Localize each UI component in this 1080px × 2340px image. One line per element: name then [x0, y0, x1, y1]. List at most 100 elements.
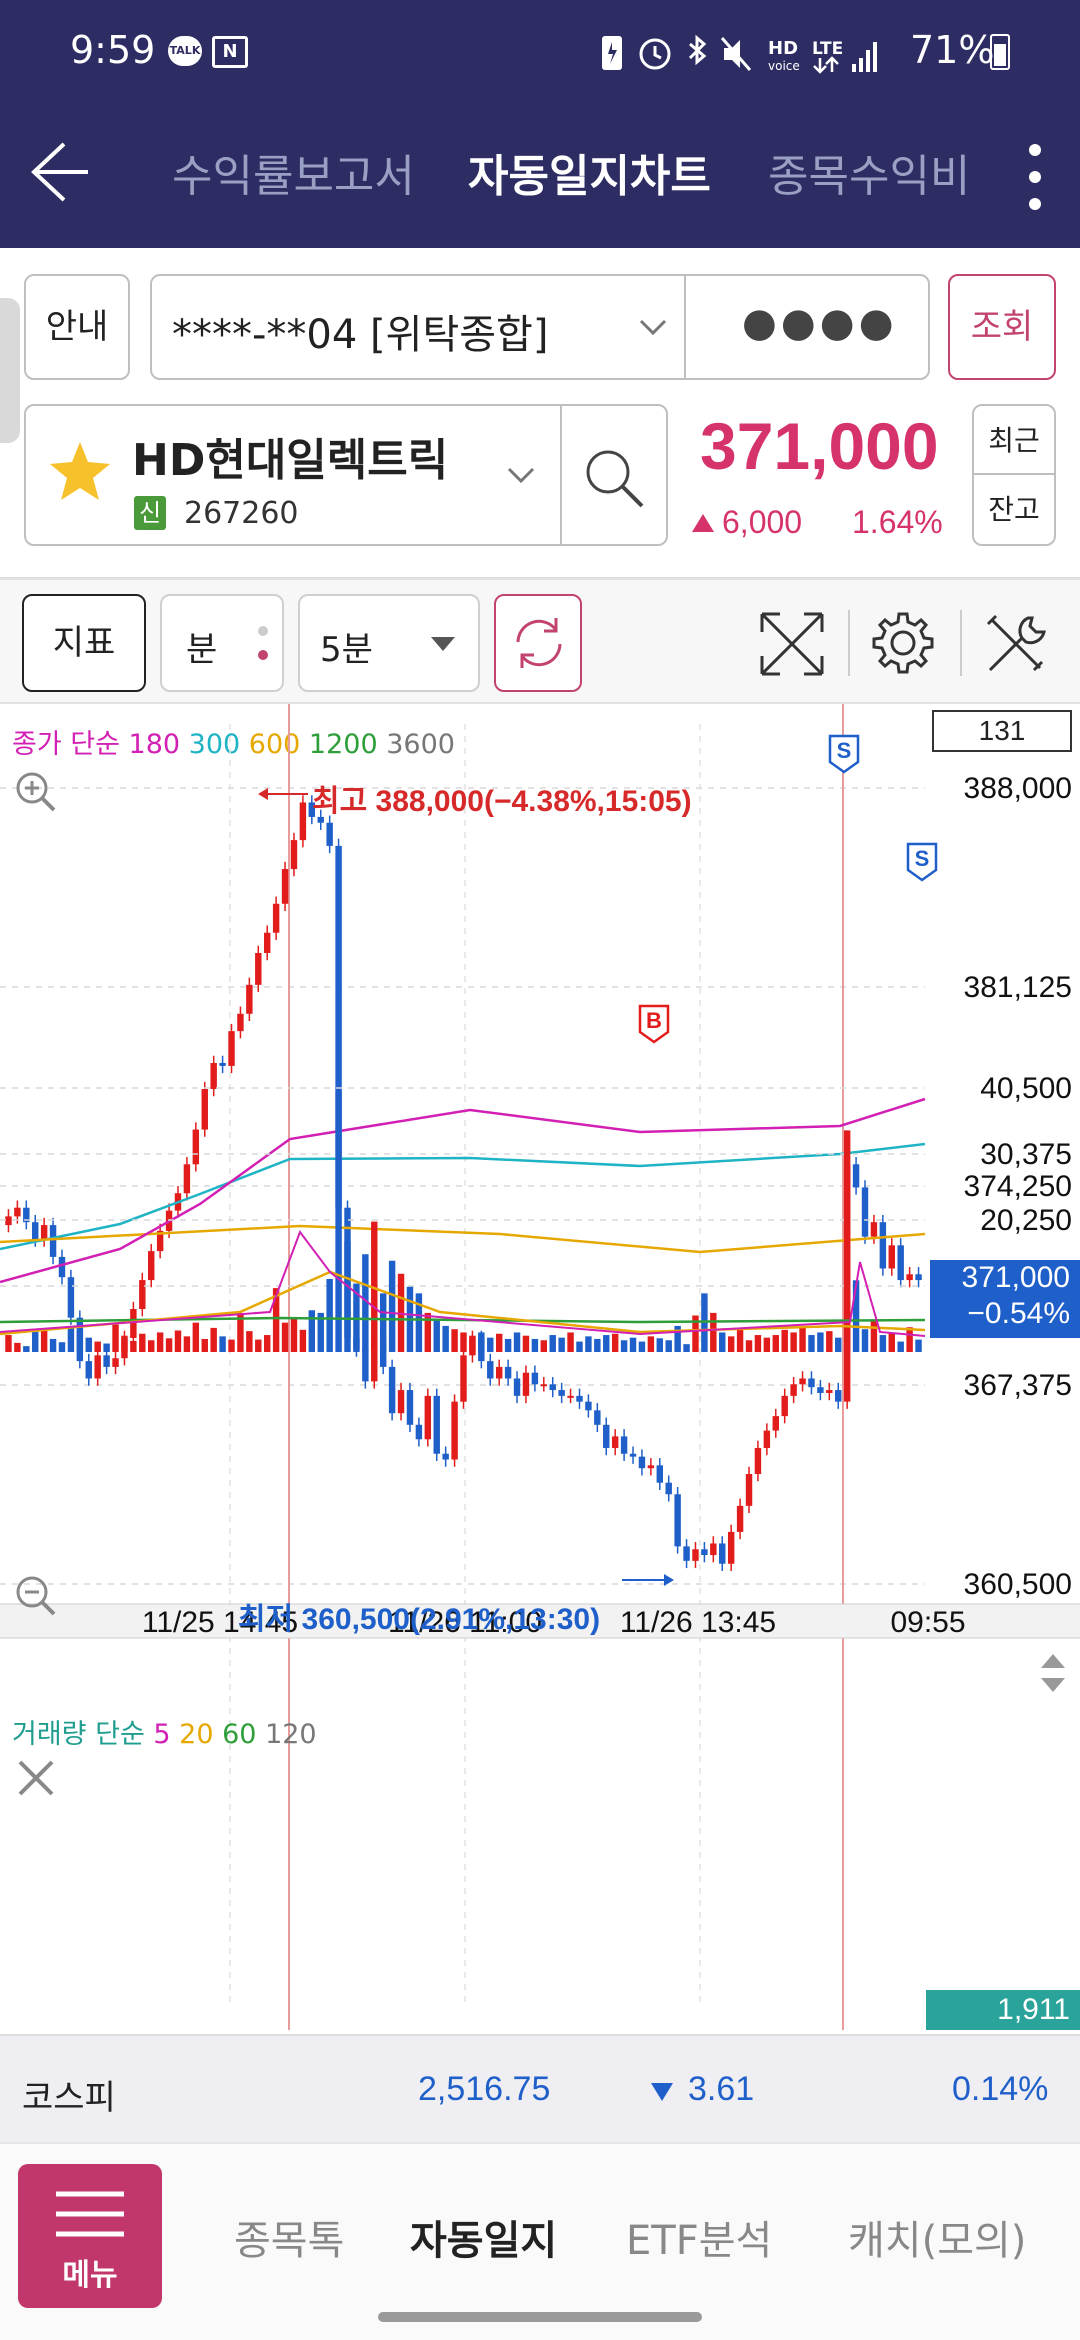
price-axis-tick: 388,000	[964, 772, 1072, 805]
chart-area[interactable]: 종가 단순 180 300 600 1200 3600 131 388,000 3…	[0, 704, 1080, 2034]
price-change-percent: 1.64%	[852, 504, 943, 540]
zoom-in-icon[interactable]	[14, 770, 58, 814]
star-favorite-icon[interactable]	[48, 440, 112, 502]
price-volume-chart: 388,000 381,125 374,250 367,375 360,500 11/25…	[0, 704, 1080, 2030]
candle-body	[210, 1062, 217, 1090]
gear-icon[interactable]	[870, 610, 936, 676]
ma-period-180: 180	[128, 729, 181, 760]
volume-bar	[130, 1340, 137, 1352]
ma-legend-title: 종가 단순	[12, 729, 120, 760]
volume-bar	[76, 1331, 84, 1352]
guide-button[interactable]: 안내	[24, 274, 130, 380]
volume-bar	[362, 1254, 369, 1352]
volume-bar	[656, 1338, 664, 1352]
candle-body	[317, 816, 324, 823]
side-drawer-handle[interactable]	[0, 298, 20, 443]
candle-body	[772, 1416, 779, 1431]
tab-profit-report[interactable]: 수익률보고서	[172, 151, 415, 202]
zoom-out-icon[interactable]	[14, 1574, 58, 1618]
price-axis-tick: 374,250	[964, 1170, 1072, 1203]
candle-body	[852, 1164, 860, 1188]
candle-body	[32, 1222, 39, 1240]
mute-icon	[720, 37, 752, 71]
candle-body	[576, 1395, 583, 1402]
nav-auto-journal[interactable]: 자동일지	[410, 2218, 558, 2264]
scroll-arrows-icon[interactable]	[1038, 1650, 1068, 1696]
nav-stock-talk[interactable]: 종목톡	[234, 2218, 345, 2264]
volume-bar	[379, 1293, 387, 1352]
expand-icon[interactable]	[758, 610, 826, 678]
candle-body	[290, 840, 298, 870]
refresh-button[interactable]	[494, 594, 582, 692]
volume-bar	[308, 1310, 316, 1352]
volume-bar	[255, 1339, 262, 1352]
candle-body	[719, 1543, 726, 1564]
volume-bar	[745, 1340, 753, 1352]
candle-body	[487, 1361, 494, 1379]
volume-bar	[442, 1325, 449, 1352]
volume-bar	[58, 1342, 66, 1352]
recent-button[interactable]: 최근	[974, 406, 1054, 475]
tab-stock-profit-compare[interactable]: 종목수익비	[768, 151, 971, 202]
candle-body	[237, 1013, 244, 1032]
menu-button[interactable]: 메뉴	[18, 2164, 162, 2308]
more-menu-icon[interactable]	[1020, 132, 1050, 222]
candle-body	[299, 802, 307, 841]
candle-body	[736, 1505, 744, 1532]
interval-value: 5분	[320, 630, 373, 670]
balance-button[interactable]: 잔고	[988, 493, 1040, 526]
volume-bar	[317, 1312, 324, 1352]
volume-bar	[415, 1293, 423, 1352]
menu-label: 메뉴	[62, 2258, 118, 2293]
candle-body	[808, 1378, 815, 1388]
volume-bar	[906, 1327, 913, 1352]
volume-bar	[549, 1335, 556, 1352]
volume-legend-title: 거래량 단순	[12, 1719, 145, 1750]
minute-button[interactable]: 분	[160, 594, 284, 692]
candle-body	[656, 1465, 664, 1483]
volume-bar	[451, 1329, 458, 1352]
bluetooth-icon	[688, 34, 707, 66]
interval-select[interactable]: 5분	[298, 594, 480, 692]
volume-bar	[263, 1335, 271, 1352]
close-icon[interactable]	[14, 1756, 58, 1800]
volume-bar	[674, 1325, 681, 1352]
stock-select[interactable]: HD현대일렉트릭 신 267260	[24, 404, 668, 546]
volume-bar	[424, 1312, 432, 1352]
candle-body	[281, 869, 289, 904]
tab-auto-journal-chart[interactable]: 자동일지차트	[468, 151, 711, 202]
sell-marker	[906, 842, 938, 882]
candle-body	[611, 1436, 619, 1448]
volume-bar	[531, 1338, 539, 1352]
volume-bar	[272, 1288, 280, 1352]
candle-body	[826, 1390, 833, 1393]
candle-body	[522, 1372, 530, 1396]
candle-body	[442, 1453, 449, 1460]
volume-bar	[344, 1241, 351, 1352]
query-button[interactable]: 조회	[948, 274, 1056, 380]
nav-etf-analysis[interactable]: ETF분석	[626, 2218, 773, 2264]
volume-bar	[32, 1331, 39, 1352]
nav-catch-mock[interactable]: 캐치(모의)	[848, 2218, 1027, 2264]
home-gesture-bar	[378, 2312, 702, 2322]
market-index-bar[interactable]: 코스피 2,516.75 3.61 0.14%	[0, 2034, 1080, 2142]
candle-body	[594, 1410, 601, 1425]
tools-icon[interactable]	[982, 610, 1050, 678]
vol-period-60: 60	[213, 1719, 257, 1750]
search-icon[interactable]	[582, 446, 648, 512]
back-arrow-icon[interactable]	[28, 136, 92, 208]
price-axis-tick: 381,125	[964, 971, 1072, 1004]
volume-bar	[183, 1336, 191, 1352]
vol-ma-5-line	[0, 1229, 926, 1337]
password-field[interactable]: ●●●●	[742, 300, 898, 346]
chevron-down-icon	[639, 319, 667, 336]
account-select[interactable]: ****-**04 [위탁종합] ●●●●	[150, 274, 930, 380]
candle-body	[549, 1384, 556, 1391]
volume-bar	[808, 1335, 815, 1352]
indicator-button[interactable]: 지표	[22, 594, 146, 692]
candle-body	[130, 1309, 137, 1338]
candle-body	[701, 1549, 708, 1556]
volume-bar	[861, 1329, 869, 1352]
current-volume-tag: 1,911	[926, 1990, 1080, 2030]
